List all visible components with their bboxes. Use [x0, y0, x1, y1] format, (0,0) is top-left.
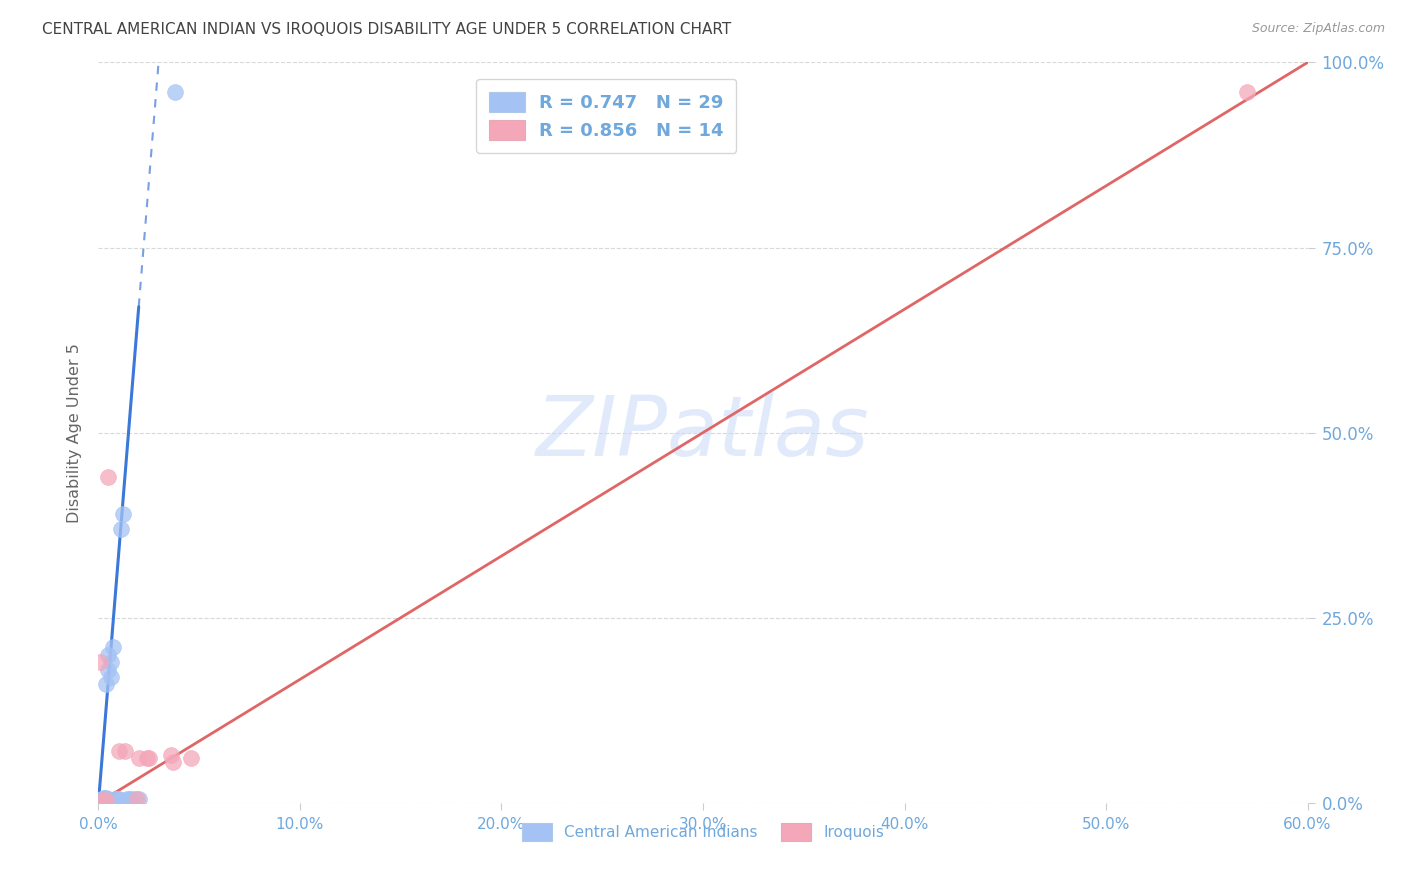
Point: [107, 744, 129, 758]
Point: [96, 792, 118, 806]
Point: [180, 751, 202, 765]
Point: [120, 792, 142, 806]
Point: [118, 792, 141, 806]
Point: [93, 792, 115, 806]
Point: [107, 792, 129, 806]
Point: [93, 790, 115, 805]
Legend: Central American Indians, Iroquois: Central American Indians, Iroquois: [516, 817, 890, 847]
Point: [110, 522, 132, 536]
Point: [89, 655, 111, 669]
Point: [91, 793, 114, 807]
Point: [97, 648, 120, 662]
Point: [100, 655, 122, 669]
Point: [97, 470, 120, 484]
Point: [101, 640, 124, 655]
Point: [89, 793, 111, 807]
Point: [124, 792, 146, 806]
Point: [163, 85, 186, 99]
Text: ZIPatlas: ZIPatlas: [536, 392, 870, 473]
Point: [97, 792, 120, 806]
Y-axis label: Disability Age Under 5: Disability Age Under 5: [67, 343, 83, 523]
Point: [93, 791, 115, 805]
Point: [96, 791, 118, 805]
Point: [125, 792, 148, 806]
Point: [111, 507, 134, 521]
Point: [97, 663, 120, 677]
Point: [103, 792, 125, 806]
Point: [91, 793, 114, 807]
Point: [162, 755, 184, 769]
Point: [96, 793, 118, 807]
Point: [105, 792, 128, 806]
Point: [128, 792, 150, 806]
Point: [115, 792, 138, 806]
Point: [138, 751, 160, 765]
Point: [89, 794, 111, 808]
Text: CENTRAL AMERICAN INDIAN VS IROQUOIS DISABILITY AGE UNDER 5 CORRELATION CHART: CENTRAL AMERICAN INDIAN VS IROQUOIS DISA…: [42, 22, 731, 37]
Text: Source: ZipAtlas.com: Source: ZipAtlas.com: [1251, 22, 1385, 36]
Point: [96, 677, 118, 691]
Point: [91, 794, 114, 808]
Point: [135, 751, 157, 765]
Point: [93, 793, 115, 807]
Point: [1236, 85, 1258, 99]
Point: [114, 744, 136, 758]
Point: [91, 792, 114, 806]
Point: [100, 670, 122, 684]
Point: [160, 747, 183, 762]
Point: [128, 751, 150, 765]
